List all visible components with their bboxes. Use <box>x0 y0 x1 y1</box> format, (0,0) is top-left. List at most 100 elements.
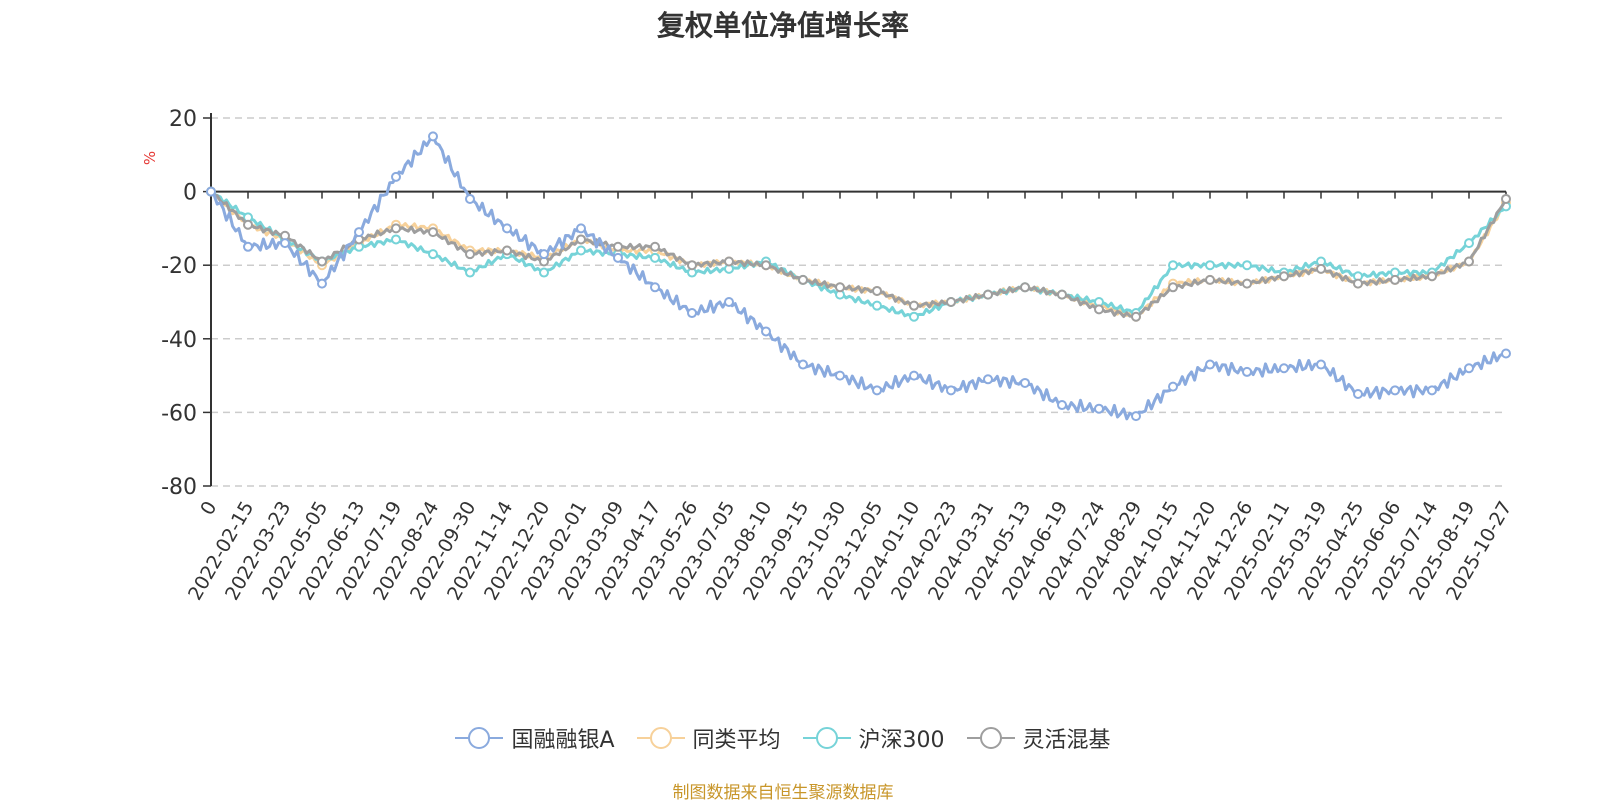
data-point <box>835 282 845 293</box>
series-line <box>209 134 1507 421</box>
data-point <box>1094 304 1104 315</box>
data-point <box>687 308 697 319</box>
data-point <box>909 311 919 322</box>
data-point <box>761 260 771 271</box>
data-point <box>613 252 623 263</box>
data-point <box>1501 193 1511 204</box>
line-chart: 200-20-40-60-80%02022-02-152022-03-23202… <box>141 107 1516 604</box>
data-point <box>1316 263 1326 274</box>
data-point <box>1464 363 1474 374</box>
series-line <box>209 190 1508 319</box>
legend-swatch-icon <box>455 726 504 750</box>
data-point <box>576 223 586 234</box>
data-point <box>724 256 734 267</box>
x-tick-label: 0 <box>196 498 221 519</box>
y-tick-label: 20 <box>169 107 197 132</box>
data-point <box>317 278 327 289</box>
data-point <box>1168 381 1178 392</box>
data-point <box>206 186 216 197</box>
data-point <box>909 300 919 311</box>
data-point <box>872 300 882 311</box>
series-lines <box>206 131 1511 422</box>
data-point <box>798 274 808 285</box>
data-point <box>1427 271 1437 282</box>
data-point <box>1464 256 1474 267</box>
legend-label: 沪深300 <box>858 728 945 753</box>
data-point <box>761 326 771 337</box>
data-point <box>1242 366 1252 377</box>
data-point <box>243 219 253 230</box>
chart-title: 复权单位净值增长率 <box>656 9 909 42</box>
data-point <box>502 245 512 256</box>
data-point <box>1168 260 1178 271</box>
data-point <box>1205 260 1215 271</box>
data-point <box>613 241 623 252</box>
data-point <box>650 282 660 293</box>
legend-label: 同类平均 <box>692 728 781 753</box>
series-line <box>209 190 1508 319</box>
y-axis-unit: % <box>141 151 159 165</box>
data-point <box>1279 363 1289 374</box>
y-tick-label: -40 <box>161 328 197 353</box>
data-point <box>465 249 475 260</box>
data-point <box>1020 377 1030 388</box>
data-point <box>1390 385 1400 396</box>
data-point <box>539 267 549 278</box>
data-point <box>502 223 512 234</box>
data-point <box>983 289 993 300</box>
legend-item[interactable]: 同类平均 <box>636 722 781 754</box>
data-point <box>428 227 438 238</box>
data-point <box>687 260 697 271</box>
data-point <box>280 238 290 249</box>
data-point <box>1094 403 1104 414</box>
data-point <box>1279 271 1289 282</box>
axis-labels: 200-20-40-60-80%02022-02-152022-03-23202… <box>141 107 1516 604</box>
data-point <box>946 385 956 396</box>
data-point <box>354 227 364 238</box>
data-point <box>798 359 808 370</box>
grid-lines <box>211 117 1506 487</box>
data-point <box>1353 389 1363 399</box>
data-point <box>1242 260 1252 271</box>
data-point <box>391 171 401 182</box>
data-point <box>909 370 919 381</box>
legend-label: 国融融银A <box>511 728 615 753</box>
legend: 国融融银A 同类平均 沪深300 灵活混基 <box>0 722 1566 754</box>
y-tick-label: -80 <box>161 475 197 500</box>
legend-item[interactable]: 沪深300 <box>802 722 945 754</box>
data-point <box>576 234 586 245</box>
data-point <box>724 297 734 307</box>
legend-swatch-icon <box>802 726 851 750</box>
data-point <box>872 385 882 396</box>
legend-swatch-icon <box>966 726 1015 750</box>
data-point <box>1390 274 1400 285</box>
data-point <box>1057 289 1067 300</box>
data-point <box>391 234 401 245</box>
legend-item[interactable]: 国融融银A <box>455 722 615 754</box>
legend-item[interactable]: 灵活混基 <box>966 722 1111 754</box>
data-point <box>1205 359 1215 370</box>
y-tick-label: 0 <box>183 181 197 206</box>
data-point <box>1242 278 1252 289</box>
legend-label: 灵活混基 <box>1022 728 1111 753</box>
data-point <box>946 297 956 307</box>
data-point <box>1131 411 1141 422</box>
data-point <box>1427 385 1437 396</box>
data-point <box>835 370 845 381</box>
legend-swatch-icon <box>636 726 685 750</box>
y-tick-label: -20 <box>161 254 197 279</box>
data-point <box>983 374 993 385</box>
data-point <box>1353 278 1363 289</box>
data-point <box>576 245 586 256</box>
data-point <box>465 267 475 278</box>
data-point <box>872 285 882 296</box>
data-point <box>1205 274 1215 285</box>
data-point <box>428 249 438 260</box>
data-point <box>650 252 660 263</box>
data-point <box>1168 282 1178 293</box>
data-point <box>391 223 401 234</box>
y-tick-label: -60 <box>161 401 197 426</box>
data-point <box>539 249 549 260</box>
data-point <box>650 241 660 252</box>
data-point <box>317 256 327 267</box>
